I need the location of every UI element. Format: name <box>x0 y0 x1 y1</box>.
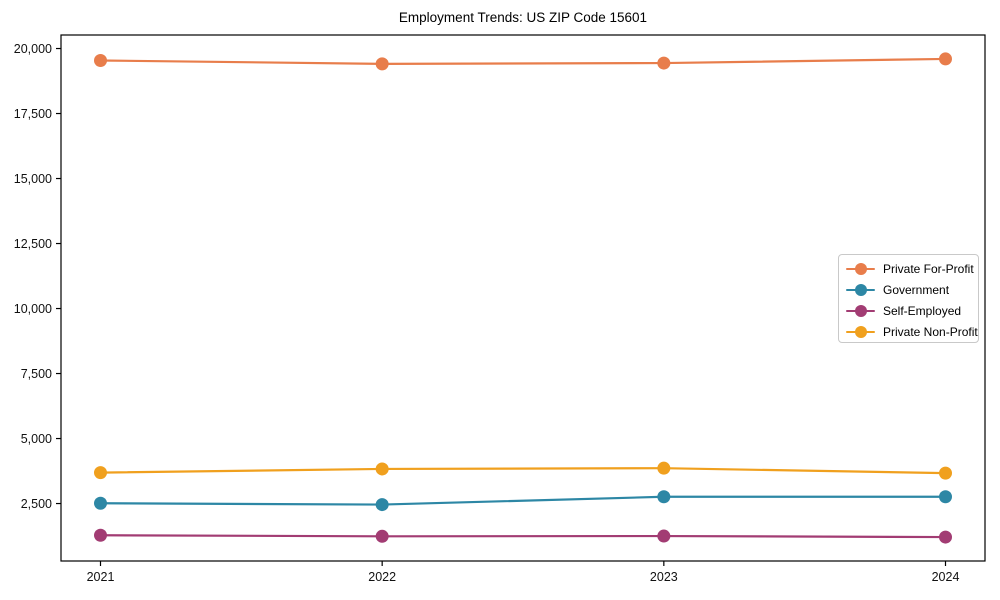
y-tick-label: 12,500 <box>14 237 52 251</box>
legend-label: Self-Employed <box>883 303 962 318</box>
legend-line-dot-icon <box>846 304 875 318</box>
data-point-self-employed-2023 <box>657 529 671 543</box>
y-tick-label: 5,000 <box>21 432 52 446</box>
y-tick-label: 2,500 <box>21 497 52 511</box>
legend-item-government: Government <box>846 279 978 300</box>
data-point-government-2021 <box>94 496 107 510</box>
data-point-private-for-profit-2021 <box>94 53 107 67</box>
chart-title: Employment Trends: US ZIP Code 15601 <box>398 10 648 25</box>
y-tick-label: 20,000 <box>14 42 52 56</box>
data-point-self-employed-2024 <box>939 530 952 544</box>
legend-item-private-non-profit: Private Non-Profit <box>846 321 978 342</box>
legend-item-private-for-profit: Private For-Profit <box>846 258 978 279</box>
x-tick-label: 2022 <box>368 570 396 584</box>
data-point-government-2023 <box>657 490 671 504</box>
legend-item-self-employed: Self-Employed <box>846 300 978 321</box>
y-tick-label: 17,500 <box>14 107 52 121</box>
data-point-private-for-profit-2022 <box>375 57 389 71</box>
data-point-government-2024 <box>939 490 952 504</box>
series-line-private-for-profit <box>99 57 947 65</box>
legend-line-dot-icon <box>846 325 875 339</box>
series-line-private-non-profit <box>99 467 947 475</box>
series-line-government <box>99 495 947 506</box>
data-point-private-non-profit-2022 <box>375 462 389 476</box>
legend-label: Private For-Profit <box>883 261 974 276</box>
data-point-private-non-profit-2024 <box>939 466 952 480</box>
data-point-private-non-profit-2023 <box>657 461 671 475</box>
y-tick-label: 7,500 <box>21 367 52 381</box>
legend-label: Government <box>883 282 950 297</box>
x-tick-label: 2021 <box>87 570 115 584</box>
y-tick-label: 15,000 <box>14 172 52 186</box>
plot-border <box>60 34 986 562</box>
data-point-private-for-profit-2024 <box>939 52 952 66</box>
data-point-private-for-profit-2023 <box>657 56 671 70</box>
data-point-government-2022 <box>375 498 389 512</box>
y-tick-label: 10,000 <box>14 302 52 316</box>
legend: Private For-Profit Government Self-Employe… <box>838 254 979 343</box>
x-tick-label: 2024 <box>932 570 960 584</box>
series-line-self-employed <box>99 534 947 539</box>
legend-line-dot-icon <box>846 262 875 276</box>
data-point-self-employed-2021 <box>94 528 107 542</box>
data-point-self-employed-2022 <box>375 529 389 543</box>
legend-label: Private Non-Profit <box>883 324 978 339</box>
legend-line-dot-icon <box>846 283 875 297</box>
x-tick-label: 2023 <box>650 570 678 584</box>
data-point-private-non-profit-2021 <box>94 466 107 480</box>
